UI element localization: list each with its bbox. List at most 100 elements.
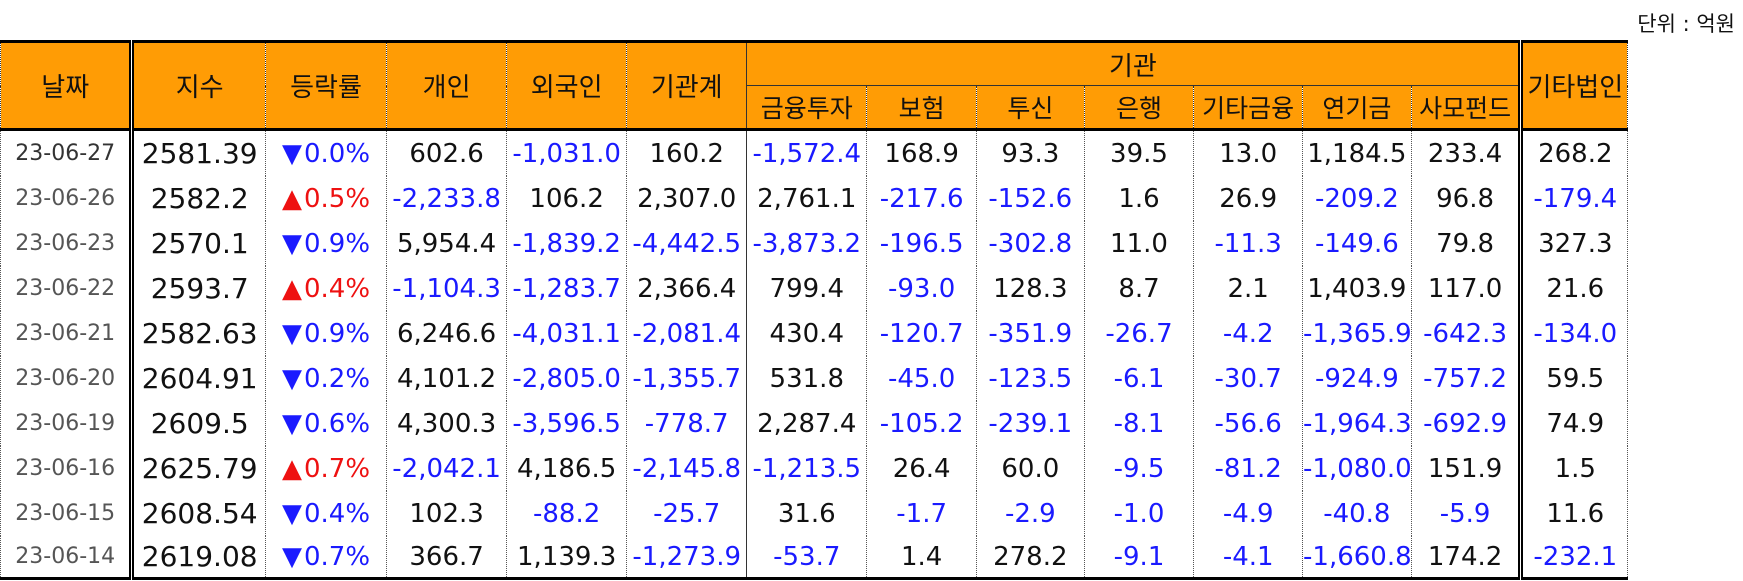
cell-bank: -8.1 <box>1083 401 1195 446</box>
cell-pension: -924.9 <box>1302 356 1412 401</box>
cell-institution-total: -1,355.7 <box>626 356 748 401</box>
cell-other-corp: 1.5 <box>1518 446 1629 491</box>
cell-pension: -149.6 <box>1302 221 1412 266</box>
cell-individual: -1,104.3 <box>386 266 508 311</box>
cell-insurance: 168.9 <box>866 129 977 176</box>
cell-bank: -9.1 <box>1083 536 1195 580</box>
cell-date: 23-06-14 <box>0 536 135 580</box>
cell-insurance: 1.4 <box>866 536 977 580</box>
cell-change: ▲0.4% <box>264 266 388 311</box>
header-other-corp: 기타법인 <box>1518 40 1629 131</box>
cell-pension: 1,184.5 <box>1302 129 1412 176</box>
cell-pension: -1,365.9 <box>1302 311 1412 356</box>
triangle-down-icon: ▼ <box>281 541 302 572</box>
cell-insurance: -1.7 <box>866 491 977 536</box>
cell-pension: 1,403.9 <box>1302 266 1412 311</box>
table-row: 23-06-21 2582.63 ▼0.9% 6,246.6 -4,031.1 -2,08… <box>0 311 1741 356</box>
header-date: 날짜 <box>0 40 135 131</box>
cell-foreign: 1,139.3 <box>506 536 628 580</box>
cell-private-fund: 174.2 <box>1410 536 1522 580</box>
cell-insurance: -196.5 <box>866 221 977 266</box>
triangle-down-icon: ▼ <box>281 363 302 394</box>
cell-date: 23-06-27 <box>0 129 135 176</box>
header-financial-investment: 금융투자 <box>746 85 868 131</box>
cell-change: ▲0.5% <box>264 176 388 221</box>
cell-financial-investment: 799.4 <box>746 266 868 311</box>
cell-foreign: -2,805.0 <box>506 356 628 401</box>
cell-financial-investment: 531.8 <box>746 356 868 401</box>
cell-bank: -26.7 <box>1083 311 1195 356</box>
triangle-down-icon: ▼ <box>281 318 302 349</box>
header-change: 등락률 <box>264 40 388 131</box>
cell-financial-investment: 2,761.1 <box>746 176 868 221</box>
cell-other-financial: -56.6 <box>1193 401 1304 446</box>
cell-foreign: 106.2 <box>506 176 628 221</box>
cell-foreign: -3,596.5 <box>506 401 628 446</box>
change-percent: 0.4% <box>303 498 371 529</box>
cell-individual: 6,246.6 <box>386 311 508 356</box>
cell-other-financial: -81.2 <box>1193 446 1304 491</box>
cell-date: 23-06-22 <box>0 266 135 311</box>
table-row: 23-06-14 2619.08 ▼0.7% 366.7 1,139.3 -1,273.9… <box>0 536 1741 580</box>
cell-private-fund: 79.8 <box>1410 221 1522 266</box>
cell-other-corp: -179.4 <box>1518 176 1629 221</box>
cell-date: 23-06-19 <box>0 401 135 446</box>
header-foreign: 외국인 <box>506 40 628 131</box>
cell-individual: 602.6 <box>386 129 508 176</box>
cell-insurance: -45.0 <box>866 356 977 401</box>
header-investment-trust: 투신 <box>976 85 1085 131</box>
cell-investment-trust: 60.0 <box>976 446 1085 491</box>
cell-index: 2625.79 <box>131 446 266 491</box>
cell-index: 2582.2 <box>131 176 266 221</box>
cell-institution-total: 2,366.4 <box>626 266 748 311</box>
triangle-down-icon: ▼ <box>281 228 302 259</box>
cell-financial-investment: 31.6 <box>746 491 868 536</box>
cell-private-fund: 96.8 <box>1410 176 1522 221</box>
cell-change: ▼0.7% <box>264 536 388 580</box>
table-row: 23-06-23 2570.1 ▼0.9% 5,954.4 -1,839.2 -4,442… <box>0 221 1741 266</box>
cell-institution-total: -778.7 <box>626 401 748 446</box>
cell-foreign: -4,031.1 <box>506 311 628 356</box>
cell-foreign: -1,031.0 <box>506 129 628 176</box>
cell-index: 2582.63 <box>131 311 266 356</box>
cell-other-corp: 327.3 <box>1518 221 1629 266</box>
cell-other-corp: 74.9 <box>1518 401 1629 446</box>
cell-date: 23-06-15 <box>0 491 135 536</box>
cell-date: 23-06-23 <box>0 221 135 266</box>
cell-pension: -1,080.0 <box>1302 446 1412 491</box>
cell-foreign: 4,186.5 <box>506 446 628 491</box>
cell-change: ▼0.6% <box>264 401 388 446</box>
cell-institution-total: 160.2 <box>626 129 748 176</box>
cell-investment-trust: -302.8 <box>976 221 1085 266</box>
cell-private-fund: 233.4 <box>1410 129 1522 176</box>
cell-financial-investment: -1,213.5 <box>746 446 868 491</box>
change-percent: 0.5% <box>303 183 371 214</box>
table-row: 23-06-27 2581.39 ▼0.0% 602.6 -1,031.0 160.2 -1… <box>0 129 1741 176</box>
cell-pension: -209.2 <box>1302 176 1412 221</box>
cell-pension: -1,660.8 <box>1302 536 1412 580</box>
cell-foreign: -88.2 <box>506 491 628 536</box>
cell-other-financial: -4.2 <box>1193 311 1304 356</box>
cell-other-financial: -4.1 <box>1193 536 1304 580</box>
change-percent: 0.6% <box>303 408 371 439</box>
cell-other-financial: 26.9 <box>1193 176 1304 221</box>
cell-other-financial: 13.0 <box>1193 129 1304 176</box>
change-percent: 0.4% <box>303 273 371 304</box>
cell-investment-trust: -351.9 <box>976 311 1085 356</box>
triangle-down-icon: ▼ <box>281 408 302 439</box>
cell-index: 2604.91 <box>131 356 266 401</box>
cell-other-financial: 2.1 <box>1193 266 1304 311</box>
cell-other-corp: 59.5 <box>1518 356 1629 401</box>
cell-institution-total: -2,145.8 <box>626 446 748 491</box>
cell-individual: 366.7 <box>386 536 508 580</box>
change-percent: 0.9% <box>303 228 371 259</box>
cell-individual: -2,233.8 <box>386 176 508 221</box>
change-percent: 0.0% <box>303 138 371 169</box>
cell-investment-trust: -239.1 <box>976 401 1085 446</box>
cell-foreign: -1,283.7 <box>506 266 628 311</box>
triangle-up-icon: ▲ <box>281 453 302 484</box>
triangle-up-icon: ▲ <box>281 183 302 214</box>
cell-private-fund: -642.3 <box>1410 311 1522 356</box>
cell-bank: 39.5 <box>1083 129 1195 176</box>
cell-other-financial: -30.7 <box>1193 356 1304 401</box>
